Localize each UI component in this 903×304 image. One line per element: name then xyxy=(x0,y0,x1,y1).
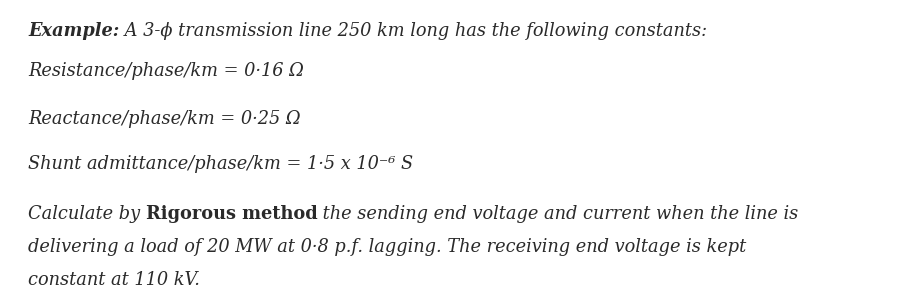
Text: Calculate by: Calculate by xyxy=(28,205,145,223)
Text: constant at 110 kV.: constant at 110 kV. xyxy=(28,271,200,289)
Text: A 3-ϕ transmission line 250 km long has the following constants:: A 3-ϕ transmission line 250 km long has … xyxy=(119,22,706,40)
Text: Resistance/phase/km = 0·16 Ω: Resistance/phase/km = 0·16 Ω xyxy=(28,62,303,80)
Text: delivering a load of 20 MW at 0·8 p.f. lagging. The receiving end voltage is kep: delivering a load of 20 MW at 0·8 p.f. l… xyxy=(28,238,745,256)
Text: Reactance/phase/km = 0·25 Ω: Reactance/phase/km = 0·25 Ω xyxy=(28,110,301,128)
Text: Shunt admittance/phase/km = 1·5 x 10⁻⁶ S: Shunt admittance/phase/km = 1·5 x 10⁻⁶ S xyxy=(28,155,413,173)
Text: Rigorous method: Rigorous method xyxy=(145,205,317,223)
Text: Example:: Example: xyxy=(28,22,119,40)
Text: the sending end voltage and current when the line is: the sending end voltage and current when… xyxy=(317,205,797,223)
